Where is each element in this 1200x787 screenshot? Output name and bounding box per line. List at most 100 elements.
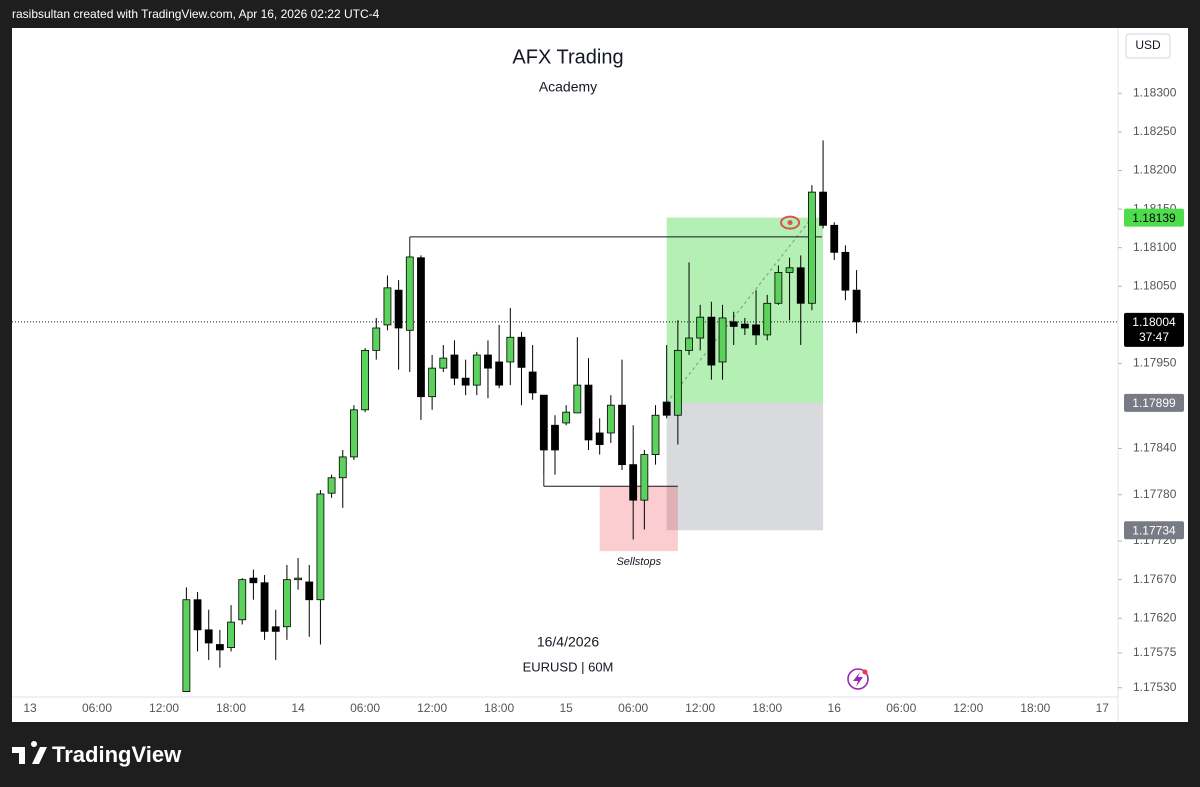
x-tick-label: 18:00: [1020, 701, 1050, 715]
stop-zone: [666, 402, 824, 531]
x-tick-label: 06:00: [350, 701, 380, 715]
header-credit: rasibsultan created with TradingView.com…: [12, 7, 380, 21]
candle-body: [361, 349, 370, 411]
candle-body: [752, 324, 760, 336]
chart-subtitle: Academy: [539, 79, 597, 95]
candle-body: [271, 626, 280, 632]
candle-body: [383, 287, 392, 326]
candle-body: [685, 337, 693, 351]
candle-body: [573, 384, 582, 414]
alert-dot[interactable]: [862, 669, 868, 675]
candle-body: [740, 323, 749, 329]
x-tick-label: 16: [828, 701, 842, 715]
last-price-box: [1124, 312, 1184, 347]
currency-box[interactable]: [1125, 33, 1171, 59]
candle-body: [327, 477, 336, 494]
candle-body: [729, 321, 738, 327]
y-tick-label: 1.17575: [1133, 645, 1177, 659]
candle-body: [439, 357, 448, 369]
stop-price-label: 1.17734: [1132, 523, 1176, 537]
y-tick-label: 1.17840: [1133, 441, 1177, 455]
candle-body: [417, 257, 425, 398]
candle-body: [662, 401, 671, 416]
alert-bolt[interactable]: [853, 672, 863, 687]
chart-area: [12, 28, 1188, 722]
alert-icon[interactable]: [847, 668, 869, 690]
candle-body: [338, 456, 347, 479]
brand-logo: [12, 741, 47, 764]
candle-body: [718, 317, 727, 363]
candle-body: [707, 316, 716, 366]
candle-body: [484, 354, 492, 369]
candle-body: [819, 191, 827, 226]
y-tick-label: 1.17780: [1133, 487, 1177, 501]
eye-icon: [780, 215, 801, 230]
candle-body: [830, 224, 839, 253]
y-tick-label: 1.18100: [1133, 240, 1177, 254]
candle-body: [539, 394, 548, 451]
candle-body: [316, 493, 325, 601]
x-tick-label: 06:00: [886, 701, 916, 715]
chart-title: AFX Trading: [512, 46, 623, 68]
candle-body: [394, 289, 403, 329]
x-tick-label: 14: [291, 701, 305, 715]
eye-pupil: [787, 220, 793, 226]
sellstops-zone: [599, 486, 678, 552]
candle-body: [841, 251, 850, 291]
alert-circle[interactable]: [847, 668, 869, 690]
candle-body: [350, 409, 358, 458]
x-tick-label: 12:00: [149, 701, 179, 715]
entry-price-label: 1.17899: [1132, 396, 1176, 410]
x-tick-label: 06:00: [82, 701, 112, 715]
y-tick-label: 1.18300: [1133, 85, 1177, 99]
candle-body: [450, 354, 459, 379]
candle-body: [774, 272, 783, 304]
brand-name: TradingView: [52, 742, 182, 767]
x-tick-label: 18:00: [752, 701, 782, 715]
y-tick-label: 1.18200: [1133, 163, 1177, 177]
candle-body: [673, 349, 682, 416]
y-tick-label: 1.18250: [1133, 124, 1177, 138]
y-tick-label: 1.17670: [1133, 572, 1177, 586]
candle-body: [182, 599, 191, 692]
candle-body: [405, 256, 414, 331]
y-tick-label: 1.18050: [1133, 278, 1177, 292]
candle-body: [238, 579, 247, 621]
candle-body: [696, 316, 705, 339]
candle-body: [629, 464, 638, 501]
candle-body: [517, 336, 526, 368]
countdown-label: 37:47: [1139, 330, 1169, 344]
candle-body: [372, 327, 381, 351]
x-tick-label: 18:00: [216, 701, 246, 715]
x-tick-label: 12:00: [685, 701, 715, 715]
candle-body: [785, 267, 794, 273]
target-price-label: 1.18139: [1132, 211, 1176, 225]
target-price-label-box: [1124, 208, 1184, 227]
candle-body: [204, 629, 213, 644]
candle-body: [606, 404, 615, 434]
y-tick-label: 1.17620: [1133, 610, 1177, 624]
currency-label[interactable]: USD: [1135, 38, 1161, 52]
candle-body: [472, 354, 481, 386]
target-zone: [666, 217, 824, 403]
candle-body: [495, 361, 504, 386]
candle-body: [618, 404, 626, 466]
candle-body: [215, 644, 224, 651]
candle-body: [528, 371, 537, 394]
candle-body: [283, 579, 291, 628]
candle-body: [506, 336, 515, 363]
candle-body: [796, 267, 805, 304]
candle-body: [551, 424, 559, 451]
candle-body: [562, 411, 571, 424]
x-tick-label: 12:00: [417, 701, 447, 715]
footer: TradingView: [12, 741, 182, 767]
candle-body: [640, 454, 649, 501]
candle-body: [461, 377, 470, 386]
x-tick-label: 06:00: [618, 701, 648, 715]
candle-body: [428, 367, 437, 398]
stop-price-label-box: [1124, 521, 1184, 540]
candle-body: [227, 621, 235, 648]
candle-body: [260, 582, 269, 632]
y-tick-label: 1.17530: [1133, 680, 1177, 694]
